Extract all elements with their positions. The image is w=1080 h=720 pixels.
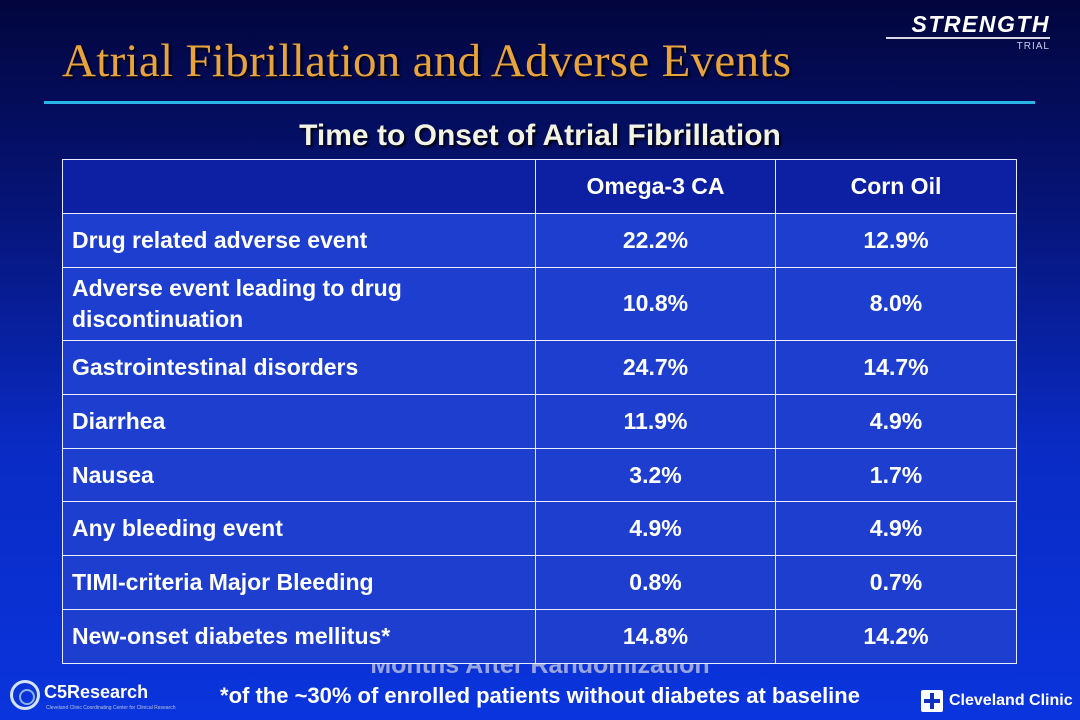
- header-label-column: [62, 159, 536, 214]
- corn-oil-value: 8.0%: [775, 266, 1017, 341]
- corn-oil-value: 14.2%: [775, 609, 1017, 664]
- omega3-value: 4.9%: [535, 501, 776, 557]
- omega3-value: 24.7%: [535, 339, 776, 395]
- omega3-value: 10.8%: [535, 266, 776, 341]
- c5research-logo: C5Research Cleveland Clinic Coordinating…: [10, 678, 176, 714]
- cleveland-clinic-cross-icon: [921, 690, 943, 712]
- table-row: Diarrhea 11.9% 4.9%: [62, 393, 1017, 449]
- strength-trial-logo: STRENGTH TRIAL: [886, 12, 1050, 52]
- corn-oil-value: 4.9%: [775, 393, 1017, 449]
- row-label: Any bleeding event: [62, 501, 536, 557]
- table-row: Nausea 3.2% 1.7%: [62, 447, 1017, 503]
- row-label: Nausea: [62, 447, 536, 503]
- header-omega3: Omega-3 CA: [535, 159, 776, 214]
- cleveland-clinic-logo: Cleveland Clinic: [921, 689, 1077, 715]
- row-label: Diarrhea: [62, 393, 536, 449]
- c5research-logo-icon: [10, 680, 40, 710]
- corn-oil-value: 14.7%: [775, 339, 1017, 395]
- brand-underline: [886, 37, 1050, 39]
- brand-name: STRENGTH: [911, 11, 1050, 37]
- table-row: New-onset diabetes mellitus* 14.8% 14.2%: [62, 609, 1017, 664]
- omega3-value: 3.2%: [535, 447, 776, 503]
- corn-oil-value: 0.7%: [775, 555, 1017, 611]
- brand-subtitle: TRIAL: [1016, 41, 1050, 52]
- adverse-events-table: Omega-3 CA Corn Oil Drug related adverse…: [62, 159, 1017, 664]
- header-corn-oil: Corn Oil: [775, 159, 1017, 214]
- footnote: *of the ~30% of enrolled patients withou…: [220, 683, 860, 708]
- slide-subtitle: Time to Onset of Atrial Fibrillation: [299, 119, 781, 152]
- omega3-value: 22.2%: [535, 213, 776, 268]
- c5research-tagline: Cleveland Clinic Coordinating Center for…: [46, 705, 176, 711]
- table-row: Adverse event leading to drug discontinu…: [62, 266, 1017, 341]
- row-label: TIMI-criteria Major Bleeding: [62, 555, 536, 611]
- row-label: Gastrointestinal disorders: [62, 339, 536, 395]
- table-row: TIMI-criteria Major Bleeding 0.8% 0.7%: [62, 555, 1017, 611]
- corn-oil-value: 4.9%: [775, 501, 1017, 557]
- cleveland-clinic-name: Cleveland Clinic: [949, 692, 1073, 709]
- title-divider: [44, 101, 1035, 104]
- corn-oil-value: 1.7%: [775, 447, 1017, 503]
- table-header-row: Omega-3 CA Corn Oil: [62, 159, 1017, 214]
- table-row: Gastrointestinal disorders 24.7% 14.7%: [62, 339, 1017, 395]
- omega3-value: 11.9%: [535, 393, 776, 449]
- row-label: Drug related adverse event: [62, 213, 536, 268]
- slide-title: Atrial Fibrillation and Adverse Events: [62, 35, 792, 87]
- table-row: Drug related adverse event 22.2% 12.9%: [62, 213, 1017, 268]
- c5research-name: C5Research: [44, 682, 149, 702]
- row-label: New-onset diabetes mellitus*: [62, 609, 536, 664]
- omega3-value: 14.8%: [535, 609, 776, 664]
- corn-oil-value: 12.9%: [775, 213, 1017, 268]
- row-label: Adverse event leading to drug discontinu…: [62, 266, 536, 341]
- omega3-value: 0.8%: [535, 555, 776, 611]
- table-row: Any bleeding event 4.9% 4.9%: [62, 501, 1017, 557]
